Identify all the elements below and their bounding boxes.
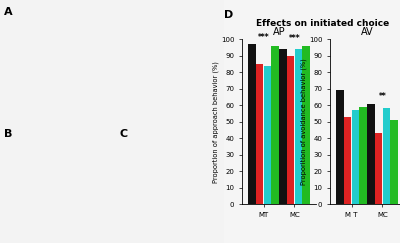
Bar bbox=[279, 49, 286, 204]
Y-axis label: Proportion of approach behavior (%): Proportion of approach behavior (%) bbox=[212, 61, 219, 182]
Text: Effects on initiated choice: Effects on initiated choice bbox=[256, 19, 390, 28]
Text: **: ** bbox=[378, 92, 386, 101]
Bar bbox=[302, 46, 310, 204]
Bar bbox=[248, 44, 256, 204]
Y-axis label: Proporition of avoidance behavior (%): Proporition of avoidance behavior (%) bbox=[300, 58, 307, 185]
Text: A: A bbox=[4, 7, 13, 17]
Text: ***: *** bbox=[258, 33, 269, 42]
Bar bbox=[352, 110, 359, 204]
Bar bbox=[375, 133, 382, 204]
Title: AV: AV bbox=[361, 27, 373, 37]
Text: ***: *** bbox=[289, 34, 300, 43]
Text: D: D bbox=[224, 10, 233, 20]
Text: B: B bbox=[4, 129, 12, 139]
Bar bbox=[344, 117, 351, 204]
Bar bbox=[256, 64, 263, 204]
Bar bbox=[360, 107, 367, 204]
Bar bbox=[390, 120, 398, 204]
Bar bbox=[264, 66, 271, 204]
Bar bbox=[272, 46, 279, 204]
Bar bbox=[295, 49, 302, 204]
Bar bbox=[367, 104, 374, 204]
Text: C: C bbox=[120, 129, 128, 139]
Bar bbox=[336, 90, 344, 204]
Bar bbox=[383, 108, 390, 204]
Bar bbox=[287, 56, 294, 204]
Title: AP: AP bbox=[273, 27, 285, 37]
